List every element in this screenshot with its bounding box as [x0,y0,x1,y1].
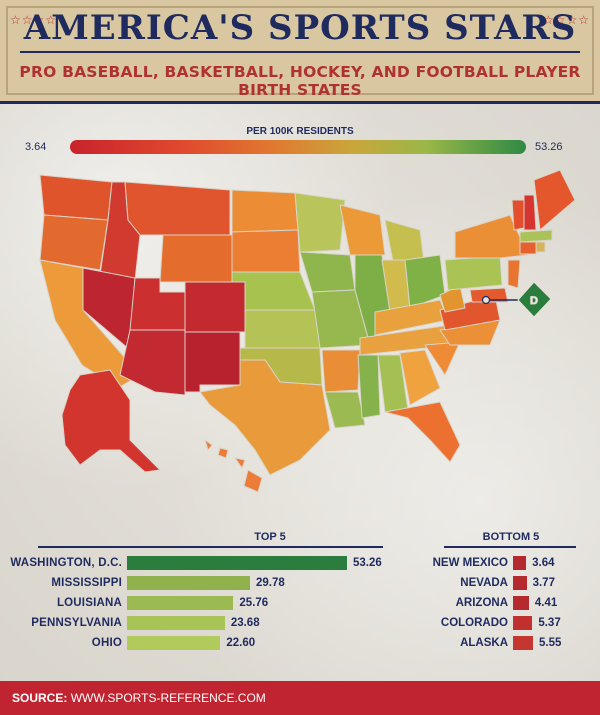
state-utah [129,277,186,331]
state-pennsylvania [444,255,503,291]
state-connecticut [519,241,537,255]
state-wyoming [159,234,233,283]
dc-callout-dot [481,295,491,305]
state-washington-dc [517,281,552,318]
header-frame [6,6,594,95]
bar-value-label: 3.64 [532,557,555,569]
bar-label: COLORADO [440,617,508,629]
bar [127,636,221,650]
dc-map-label: D [530,295,538,307]
state-kansas [244,309,321,349]
bar-value-label: 53.26 [353,557,382,569]
state-hawaii [204,439,263,493]
bar-value-label: 22.60 [226,637,256,649]
bar-value-label: 5.37 [538,617,561,629]
bar-label: NEVADA [460,577,508,589]
bar-label: PENNSYLVANIA [31,617,122,629]
state-new-hampshire [523,194,537,231]
bar-label: MISSISSIPPI [51,577,122,589]
state-vermont [511,199,525,231]
source-credit: SOURCE: WWW.SPORTS-REFERENCE.COM [12,691,266,705]
state-colorado [184,281,246,333]
footer-bar: SOURCE: WWW.SPORTS-REFERENCE.COM [0,681,600,715]
bar-label: ARIZONA [455,597,508,609]
bar-label: OHIO [91,637,122,649]
state-wisconsin [339,204,386,256]
bar-value-label: 3.77 [532,577,555,589]
bar-label: NEW MEXICO [432,557,508,569]
state-massachusetts [519,229,553,243]
page-subtitle: PRO BASEBALL, BASKETBALL, HOCKEY, AND FO… [19,63,581,99]
bottom5-divider [444,546,576,548]
title-divider [20,51,580,53]
state-louisiana [324,391,366,429]
state-south-dakota [231,229,301,273]
bar-label: ALASKA [460,637,508,649]
state-arizona [119,329,186,396]
source-label: SOURCE: [12,691,68,705]
stars-decoration-right: ☆☆☆☆ [542,13,590,27]
bar-value-label: 23.68 [230,617,260,629]
bar [513,556,527,570]
state-rhode-island [535,241,546,253]
stars-decoration-left: ☆☆☆☆ [10,13,58,27]
state-iowa [299,251,356,293]
state-minnesota [294,192,346,253]
state-mississippi [357,354,381,419]
bar-value-label: 5.55 [539,637,562,649]
state-new-york [454,214,529,259]
bar-value-label: 29.78 [256,577,285,589]
legend-min-value: 3.64 [25,141,47,153]
us-choropleth-map: D [39,169,576,493]
page-title: AMERICA'S SPORTS STARS [23,8,577,48]
state-maine [533,169,576,231]
bar [127,556,347,570]
legend-title: PER 100K RESIDENTS [246,126,354,137]
state-maryland [469,287,509,303]
state-montana [124,181,231,236]
state-new-mexico [184,331,241,393]
bar [127,576,250,590]
top5-divider [38,546,383,548]
bar-value-label: 4.41 [534,597,558,609]
legend-max-value: 53.26 [535,141,563,153]
bar-value-label: 25.76 [239,597,269,609]
state-south-carolina [424,341,461,376]
legend-color-scale [70,140,526,154]
bottom5-title: BOTTOM 5 [482,531,540,543]
bar-label: LOUISIANA [56,597,122,609]
state-washington [39,174,113,221]
state-georgia [399,349,441,406]
bar [127,596,234,610]
state-new-jersey [507,259,521,289]
bar [513,576,527,590]
state-oregon [39,214,109,271]
header-banner: ☆☆☆☆ ☆☆☆☆ AMERICA'S SPORTS STARS PRO BAS… [0,0,600,104]
state-florida [384,401,461,463]
state-north-dakota [231,189,299,233]
bar [513,596,529,610]
top5-title: TOP 5 [254,531,286,543]
bar [127,616,225,630]
bar [513,616,533,630]
state-arkansas [321,349,361,393]
bar [513,636,533,650]
source-url: WWW.SPORTS-REFERENCE.COM [70,691,266,705]
bar-label: WASHINGTON, D.C. [10,557,122,569]
state-alaska [61,369,161,473]
state-texas [199,359,331,476]
